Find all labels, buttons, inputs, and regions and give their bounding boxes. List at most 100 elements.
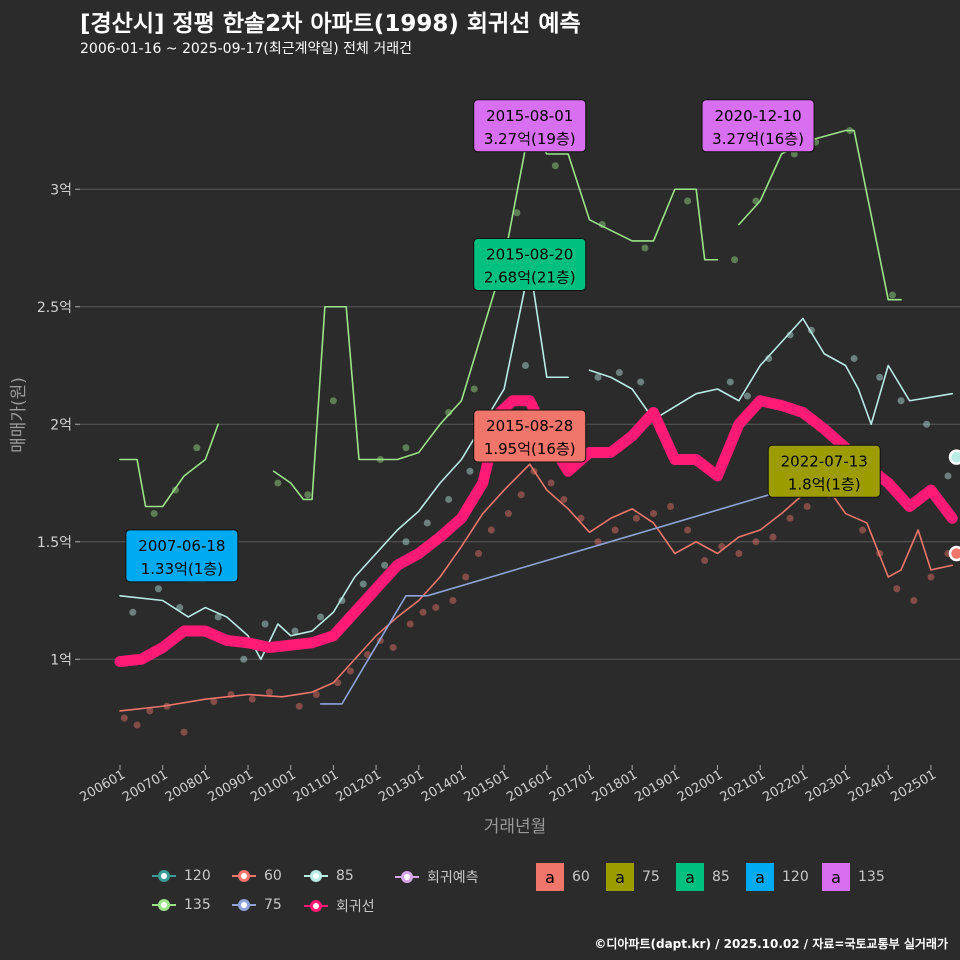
scatter-point-135 <box>445 409 453 416</box>
prediction-point <box>948 545 960 562</box>
scatter-point-85 <box>897 397 905 405</box>
chart-title: [경산시] 정평 한솔2차 아파트(1998) 회귀선 예측 <box>80 11 581 37</box>
x-tick-label: 200701 <box>120 767 170 805</box>
scatter-point-85 <box>637 378 645 386</box>
legend-label-regression: 회귀선 <box>336 899 375 915</box>
scatter-point-60 <box>650 510 657 518</box>
scatter-point-60 <box>419 608 427 616</box>
annotation-price: 2.68억(21층) <box>484 268 576 286</box>
annotation-label: 2007-06-18 1.33억(1층) <box>125 529 239 583</box>
legend-item-75: 75 <box>232 896 282 914</box>
x-tick-label: 201801 <box>590 767 640 805</box>
x-tick-label: 201701 <box>547 767 597 805</box>
series-line-60 <box>119 463 954 712</box>
legend-box-75: a 75 <box>606 863 660 891</box>
legend-box-120-key: a <box>746 863 774 891</box>
scatter-point-60 <box>735 550 743 557</box>
scatter-point-60 <box>632 514 640 522</box>
annotation-box <box>701 99 815 153</box>
annotation-price: 1.33억(1층) <box>141 560 223 578</box>
scatter-point-60 <box>594 538 602 546</box>
scatter-point-85 <box>786 331 794 339</box>
annotation-price: 1.95억(16층) <box>484 440 576 458</box>
annotation-label: 2015-08-20 2.68억(21층) <box>473 237 587 291</box>
legend-box-60: a 60 <box>536 863 590 891</box>
annotation-box <box>473 237 587 291</box>
scatter-point-85 <box>923 420 931 428</box>
y-tick-label: 2.5억 <box>37 300 72 316</box>
scatter-point-85 <box>466 467 474 475</box>
legend-item-85: 85 <box>304 867 354 885</box>
legend-box-60-label: 60 <box>572 869 590 885</box>
scatter-point-60 <box>475 550 483 557</box>
scatter-point-60 <box>432 604 440 612</box>
legend-label-60: 60 <box>264 868 282 884</box>
scatter-point-85 <box>445 495 453 503</box>
series-line-135 <box>119 423 219 508</box>
x-tick-label: 202501 <box>888 767 938 805</box>
scatter-point-60 <box>517 491 525 499</box>
scatter-point-85 <box>615 369 623 377</box>
prediction-point <box>948 449 960 465</box>
annotation-price: 3.27억(19층) <box>484 130 576 148</box>
scatter-point-85 <box>317 613 325 621</box>
annotation-date: 2020-12-10 <box>714 107 801 125</box>
x-tick-label: 201001 <box>248 767 298 805</box>
annotation-date: 2007-06-18 <box>138 537 225 555</box>
scatter-point-85 <box>129 608 137 616</box>
scatter-point-60 <box>312 691 320 698</box>
scatter-point-85 <box>154 585 162 593</box>
scatter-point-60 <box>406 620 414 628</box>
scatter-point-85 <box>261 620 269 628</box>
legend-box-135-key: a <box>822 863 850 891</box>
scatter-point-60 <box>265 688 273 696</box>
scatter-point-60 <box>295 702 303 710</box>
x-tick-label: 200901 <box>206 767 256 805</box>
x-tick-label: 201401 <box>419 767 469 805</box>
legend-box-135-label: 135 <box>858 869 885 885</box>
x-tick-label: 201601 <box>504 767 554 805</box>
scatter-point-60 <box>684 526 692 534</box>
x-tick-label: 200801 <box>163 767 213 805</box>
scatter-point-60 <box>752 538 760 546</box>
y-tick-label: 1억 <box>50 652 72 668</box>
scatter-point-85 <box>726 378 734 386</box>
annotation-label: 2022-07-13 1.8억(1층) <box>767 444 881 498</box>
annotation-box <box>473 409 587 463</box>
scatter-point-85 <box>743 392 751 400</box>
scatter-point-135 <box>304 491 312 499</box>
scatter-point-60 <box>560 495 568 503</box>
scatter-point-60 <box>449 597 457 604</box>
source-caption: ©디아파트(dapt.kr) / 2025.10.02 / 자료=국토교통부 실… <box>594 937 948 951</box>
x-tick-label: 201501 <box>462 767 512 805</box>
scatter-point-85 <box>176 604 184 612</box>
x-tick-label: 202401 <box>846 767 896 805</box>
scatter-point-60 <box>927 573 935 581</box>
scatter-point-135 <box>402 444 410 452</box>
x-tick-label: 200601 <box>78 767 128 805</box>
scatter-point-60 <box>910 597 918 604</box>
scatter-point-85 <box>765 354 773 362</box>
scatter-point-85 <box>240 655 248 663</box>
legend-item-60: 60 <box>232 867 282 885</box>
legend-label-120: 120 <box>184 868 211 884</box>
x-tick-label: 201301 <box>376 767 426 805</box>
scatter-point-135 <box>641 244 649 252</box>
scatter-point-135 <box>274 479 282 487</box>
scatter-point-60 <box>611 526 619 534</box>
legend-box-85: a 85 <box>676 863 730 891</box>
scatter-point-85 <box>291 627 299 635</box>
legend-label-85: 85 <box>336 868 354 884</box>
scatter-point-60 <box>146 707 154 715</box>
y-tick-label: 1.5억 <box>37 535 72 551</box>
scatter-point-60 <box>180 728 188 736</box>
annotation-price: 1.8억(1층) <box>788 475 861 493</box>
annotation-label: 2020-12-10 3.27억(16층) <box>701 99 815 153</box>
legend-box-120: a 120 <box>746 863 809 891</box>
scatter-point-60 <box>667 503 675 510</box>
legend-item-135: 135 <box>152 896 211 914</box>
y-axis-title: 매매가(원) <box>9 377 29 453</box>
legend-label-prediction: 회귀예측 <box>427 870 479 886</box>
legend-box-120-label: 120 <box>782 869 809 885</box>
